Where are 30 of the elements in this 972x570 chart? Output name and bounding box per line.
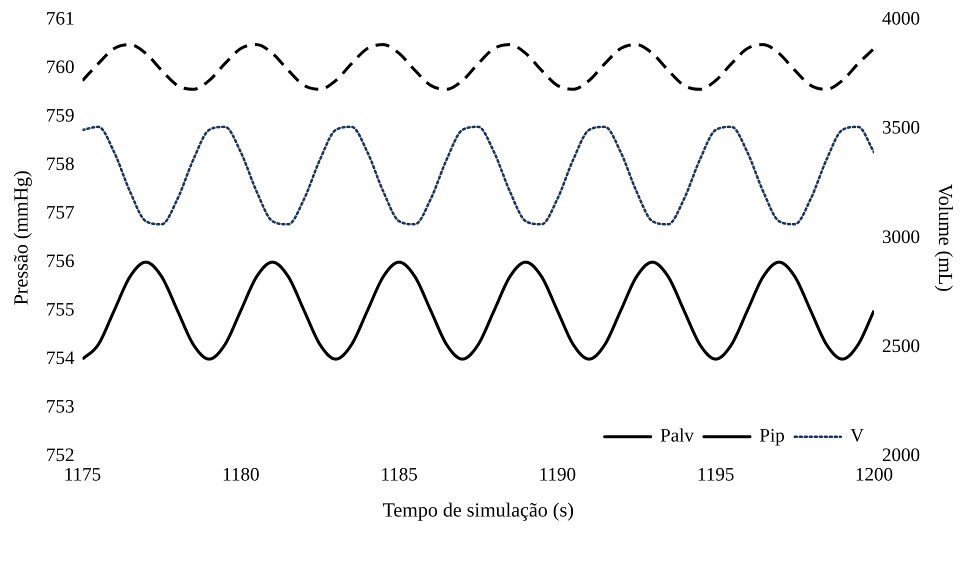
y-tick-label: 759	[46, 105, 74, 126]
y-tick-label: 756	[46, 251, 74, 272]
y2-tick-label: 2500	[882, 336, 920, 357]
y2-tick-label: 3500	[882, 118, 920, 139]
legend-label: Palv	[660, 426, 694, 447]
y2-tick-label: 4000	[882, 8, 920, 30]
line-series	[82, 126, 874, 226]
y-tick-label: 752	[46, 445, 74, 466]
y-tick-label: 758	[46, 154, 74, 175]
legend-label: V	[850, 426, 864, 447]
line-series	[82, 43, 874, 91]
y2-axis-title: Volume (mL)	[934, 184, 956, 292]
legend-label: Pip	[759, 426, 785, 447]
x-tick-label: 1195	[697, 464, 734, 486]
y-axis-title: Pressão (mmHg)	[10, 170, 32, 306]
y2-tick-label: 3000	[882, 226, 920, 248]
x-tick-label: 1200	[855, 464, 893, 486]
y-tick-label: 760	[46, 56, 74, 78]
y-tick-label: 761	[46, 8, 74, 30]
x-tick-label: 1190	[538, 464, 576, 486]
y-tick-label: 753	[46, 396, 74, 418]
y2-tick-label: 2000	[882, 445, 920, 466]
x-tick-label: 1180	[222, 464, 260, 486]
line-series	[82, 260, 874, 361]
y-tick-label: 757	[46, 202, 74, 224]
y-tick-label: 755	[46, 300, 74, 321]
x-axis-title: Tempo de simulação (s)	[382, 499, 574, 522]
y-tick-label: 754	[46, 348, 75, 370]
x-tick-label: 1175	[64, 464, 102, 486]
x-tick-label: 1185	[380, 464, 418, 486]
